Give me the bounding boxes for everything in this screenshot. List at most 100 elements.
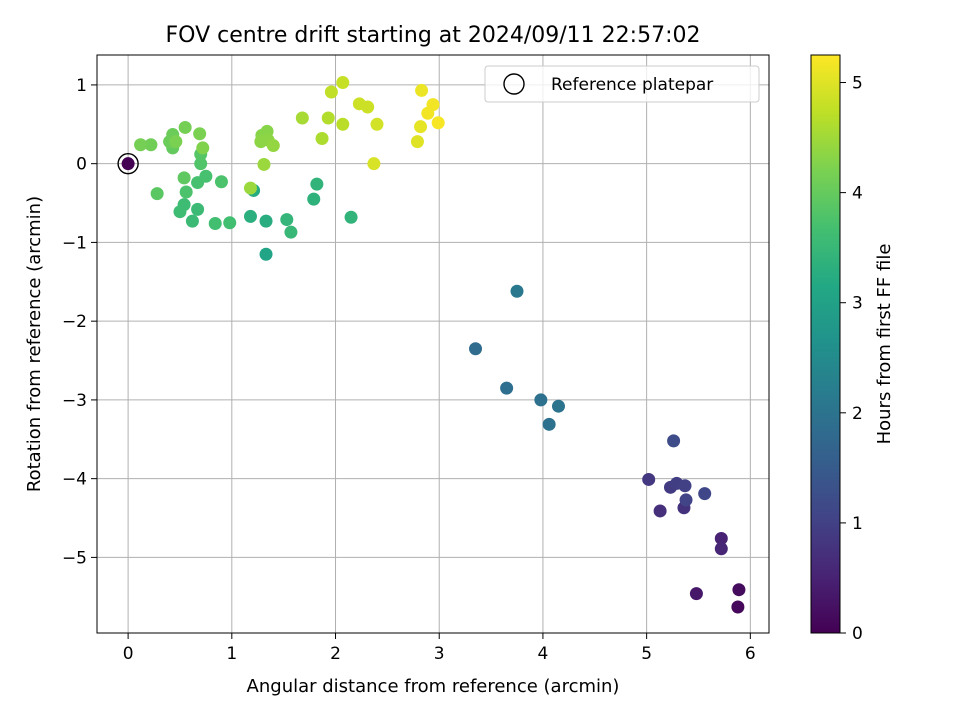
- reference-point: [121, 157, 135, 171]
- data-point: [551, 399, 565, 413]
- data-point: [510, 284, 524, 298]
- y-axis-ticks: 1 0 −1 −2 −3 −4 −5: [62, 76, 97, 568]
- data-point: [469, 342, 483, 356]
- data-point: [336, 117, 350, 131]
- data-point: [185, 214, 199, 228]
- x-axis-ticks: 0 1 2 3 4 5 6: [123, 633, 756, 664]
- data-point: [426, 98, 440, 112]
- data-point: [431, 116, 445, 130]
- data-point: [223, 216, 237, 230]
- colorbar-tick-label: 1: [852, 514, 863, 534]
- y-tick-label: 0: [76, 155, 87, 175]
- colorbar-tick-label: 3: [852, 294, 863, 314]
- data-point: [370, 117, 384, 131]
- data-point: [169, 135, 183, 149]
- x-tick-label: 6: [745, 644, 756, 664]
- data-point: [679, 493, 693, 507]
- data-point: [315, 131, 329, 145]
- data-point: [500, 381, 514, 395]
- data-point: [179, 185, 193, 199]
- data-point: [732, 583, 746, 597]
- data-point: [310, 177, 324, 191]
- data-point: [191, 202, 205, 216]
- data-point: [307, 192, 321, 206]
- data-point: [199, 169, 213, 183]
- legend-reference-marker: [503, 73, 525, 95]
- data-point: [731, 600, 745, 614]
- x-tick-label: 4: [538, 644, 549, 664]
- data-point: [415, 83, 429, 97]
- data-point: [361, 100, 375, 114]
- y-gridlines: [97, 84, 769, 558]
- y-axis-label: Rotation from reference (arcmin): [24, 196, 45, 492]
- data-point: [410, 135, 424, 149]
- data-point: [243, 209, 257, 223]
- data-point: [367, 157, 381, 171]
- colorbar-tick-label: 4: [852, 184, 863, 204]
- data-point: [208, 217, 222, 231]
- legend: Reference platepar: [484, 65, 760, 103]
- colorbar: 0 1 2 3 4 5 Hours from first FF file: [810, 54, 895, 644]
- data-point: [257, 157, 271, 171]
- data-point: [534, 393, 548, 407]
- colorbar-tick-label: 5: [852, 74, 863, 94]
- data-point: [144, 138, 158, 152]
- data-point: [295, 111, 309, 125]
- data-point: [284, 225, 298, 239]
- data-point: [714, 542, 728, 556]
- legend-box: [484, 65, 760, 103]
- reference-marker: [117, 152, 139, 175]
- data-point: [324, 85, 338, 99]
- data-point: [336, 76, 350, 90]
- y-tick-label: −2: [62, 312, 87, 332]
- y-tick-label: −4: [62, 470, 87, 490]
- x-tick-label: 1: [226, 644, 237, 664]
- legend-entry-reference: Reference platepar: [551, 75, 713, 95]
- data-point: [259, 214, 273, 228]
- colorbar-ticks: 0 1 2 3 4 5: [840, 74, 863, 644]
- data-point: [178, 120, 192, 134]
- plot-area: [96, 54, 770, 634]
- plot-background: [97, 55, 769, 633]
- plot-frame: [96, 54, 770, 634]
- data-point: [344, 210, 358, 224]
- data-point: [243, 181, 257, 195]
- colorbar-label: Hours from first FF file: [874, 244, 895, 445]
- data-point: [542, 417, 556, 431]
- x-tick-label: 5: [641, 644, 652, 664]
- x-tick-label: 2: [330, 644, 341, 664]
- colorbar-gradient: [810, 54, 841, 634]
- data-point: [689, 587, 703, 601]
- data-point: [194, 157, 208, 171]
- data-point: [150, 187, 164, 201]
- x-tick-label: 3: [434, 644, 445, 664]
- colorbar-tick-label: 0: [852, 624, 863, 644]
- colorbar-tick-label: 2: [852, 404, 863, 424]
- y-tick-label: −5: [62, 548, 87, 568]
- data-point: [321, 111, 335, 125]
- data-point: [134, 138, 148, 152]
- data-point: [280, 213, 294, 227]
- data-point: [678, 479, 692, 493]
- y-tick-label: −3: [62, 391, 87, 411]
- data-point: [698, 487, 712, 501]
- data-point: [642, 472, 656, 486]
- data-point: [266, 139, 280, 153]
- data-point: [667, 434, 681, 448]
- x-axis-label: Angular distance from reference (arcmin): [247, 676, 620, 697]
- data-point: [259, 247, 273, 261]
- y-tick-label: 1: [76, 76, 87, 96]
- y-tick-label: −1: [62, 233, 87, 253]
- x-tick-label: 0: [123, 644, 134, 664]
- data-point: [414, 120, 428, 134]
- x-gridlines: [127, 55, 751, 633]
- data-point: [653, 504, 667, 518]
- chart-title: FOV centre drift starting at 2024/09/11 …: [166, 23, 701, 48]
- scatter-points: [134, 76, 746, 614]
- data-point: [173, 205, 187, 219]
- data-point: [177, 171, 191, 185]
- data-point: [214, 175, 228, 189]
- data-point: [196, 141, 210, 155]
- data-point: [193, 127, 207, 141]
